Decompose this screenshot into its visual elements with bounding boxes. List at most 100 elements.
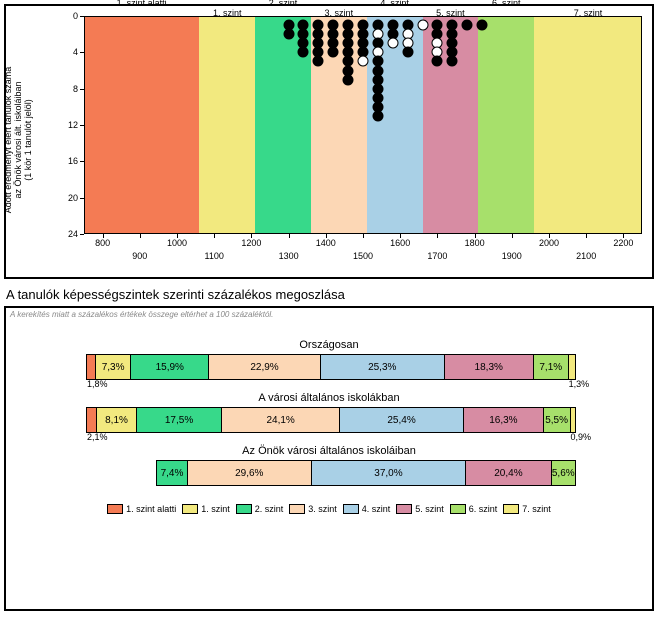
student-dot — [477, 20, 488, 31]
segment-label: 17,5% — [165, 415, 193, 426]
segment-label: 15,9% — [156, 362, 184, 373]
x-tick-label: 2100 — [576, 251, 596, 261]
x-tick — [140, 234, 141, 238]
legend-item: 1. szint — [182, 504, 230, 514]
band-label: 3. szint — [325, 8, 354, 18]
x-tick-label: 800 — [95, 238, 110, 248]
x-tick — [437, 234, 438, 238]
segment-label: 18,3% — [475, 362, 503, 373]
bar-segment: 7,1% — [534, 355, 569, 379]
bar-title: Országosan — [6, 339, 652, 351]
bar-segment: 5,6% — [552, 461, 575, 485]
student-dot — [447, 56, 458, 67]
band-label: 1. szint alatti — [117, 0, 167, 8]
segment-label: 24,1% — [266, 415, 294, 426]
x-tick-label: 900 — [132, 251, 147, 261]
x-tick-label: 1300 — [279, 251, 299, 261]
band-label: 5. szint — [436, 8, 465, 18]
legend-swatch — [289, 504, 305, 514]
legend-label: 4. szint — [362, 504, 391, 514]
segment-label: 7,1% — [539, 362, 562, 373]
y-tick-label: 4 — [60, 47, 78, 57]
legend-item: 6. szint — [450, 504, 498, 514]
bar-group: A városi általános iskolákban2,1%8,1%17,… — [6, 392, 652, 433]
bar-segment: 37,0% — [312, 461, 467, 485]
legend-swatch — [396, 504, 412, 514]
legend-label: 5. szint — [415, 504, 444, 514]
segment-label: 22,9% — [250, 362, 278, 373]
legend-swatch — [236, 504, 252, 514]
y-tick — [80, 161, 84, 162]
segment-label: 37,0% — [374, 468, 402, 479]
stacked-bars-container: Országosan 1,8% 7,3% 15,9% 22,9% 25,3% 18,3% 7,… — [6, 339, 652, 486]
segment-label: 25,4% — [387, 415, 415, 426]
student-dot-white — [358, 56, 369, 67]
segment-label: 5,5% — [545, 415, 568, 426]
bar-segment: 25,3% — [321, 355, 445, 379]
student-dot — [343, 74, 354, 85]
y-tick-label: 0 — [60, 11, 78, 21]
y-tick — [80, 125, 84, 126]
section-title: A tanulók képességszintek szerinti száza… — [6, 287, 652, 302]
legend-swatch — [107, 504, 123, 514]
segment-label: 5,6% — [552, 468, 575, 479]
stacked-bar: 7,4%29,6%37,0%20,4%5,6% — [156, 460, 576, 486]
bar-segment: 18,3% — [445, 355, 534, 379]
segment-label: 8,1% — [105, 415, 128, 426]
legend-label: 7. szint — [522, 504, 551, 514]
y-tick-label: 24 — [60, 229, 78, 239]
bar-segment: 7,4% — [157, 461, 188, 485]
band-label: 7. szint — [574, 8, 603, 18]
legend-swatch — [182, 504, 198, 514]
band-label: 1. szint — [213, 8, 242, 18]
legend-swatch — [503, 504, 519, 514]
bar-segment: 1,3% — [569, 355, 575, 379]
x-tick — [214, 234, 215, 238]
x-tick — [289, 234, 290, 238]
legend-label: 1. szint alatti — [126, 504, 176, 514]
bar-segment: 29,6% — [188, 461, 312, 485]
student-dot — [298, 47, 309, 58]
student-dot-white — [387, 38, 398, 49]
x-tick-label: 2000 — [539, 238, 559, 248]
x-tick — [586, 234, 587, 238]
band-label: 4. szint — [380, 0, 409, 8]
bar-segment: 24,1% — [222, 408, 340, 432]
y-axis-title: Adott eredményt elért tanulók számaaz Ön… — [3, 40, 33, 240]
rounding-note: A kerekítés miatt a százalékos értékek ö… — [10, 310, 648, 319]
y-tick-label: 8 — [60, 84, 78, 94]
bar-segment: 25,4% — [340, 408, 464, 432]
x-tick — [363, 234, 364, 238]
level-band — [84, 16, 199, 234]
x-tick-label: 2200 — [613, 238, 633, 248]
segment-label: 0,9% — [571, 432, 592, 442]
y-tick-label: 20 — [60, 193, 78, 203]
top-chart-panel: 1. szint alatti1. szint2. szint3. szint4… — [4, 4, 654, 279]
segment-label: 16,3% — [489, 415, 517, 426]
dot-strip-chart: 1. szint alatti1. szint2. szint3. szint4… — [6, 6, 652, 277]
student-dot — [372, 110, 383, 121]
segment-label: 2,1% — [87, 432, 108, 442]
student-dot — [313, 56, 324, 67]
legend-label: 3. szint — [308, 504, 337, 514]
y-tick — [80, 89, 84, 90]
student-dot — [328, 47, 339, 58]
y-tick — [80, 16, 84, 17]
x-tick-label: 1800 — [465, 238, 485, 248]
segment-label: 1,3% — [569, 379, 590, 389]
bottom-chart-panel: A kerekítés miatt a százalékos értékek ö… — [4, 306, 654, 611]
segment-label: 7,3% — [102, 362, 125, 373]
bar-segment: 0,9% — [571, 408, 575, 432]
bar-segment: 15,9% — [131, 355, 209, 379]
legend-item: 7. szint — [503, 504, 551, 514]
legend-swatch — [450, 504, 466, 514]
legend-item: 3. szint — [289, 504, 337, 514]
bar-segment: 1,8% — [87, 355, 96, 379]
student-dot — [402, 47, 413, 58]
band-label: 6. szint — [492, 0, 521, 8]
legend-label: 2. szint — [255, 504, 284, 514]
legend-label: 1. szint — [201, 504, 230, 514]
x-tick-label: 1200 — [241, 238, 261, 248]
student-dot-white — [417, 20, 428, 31]
x-tick — [512, 234, 513, 238]
